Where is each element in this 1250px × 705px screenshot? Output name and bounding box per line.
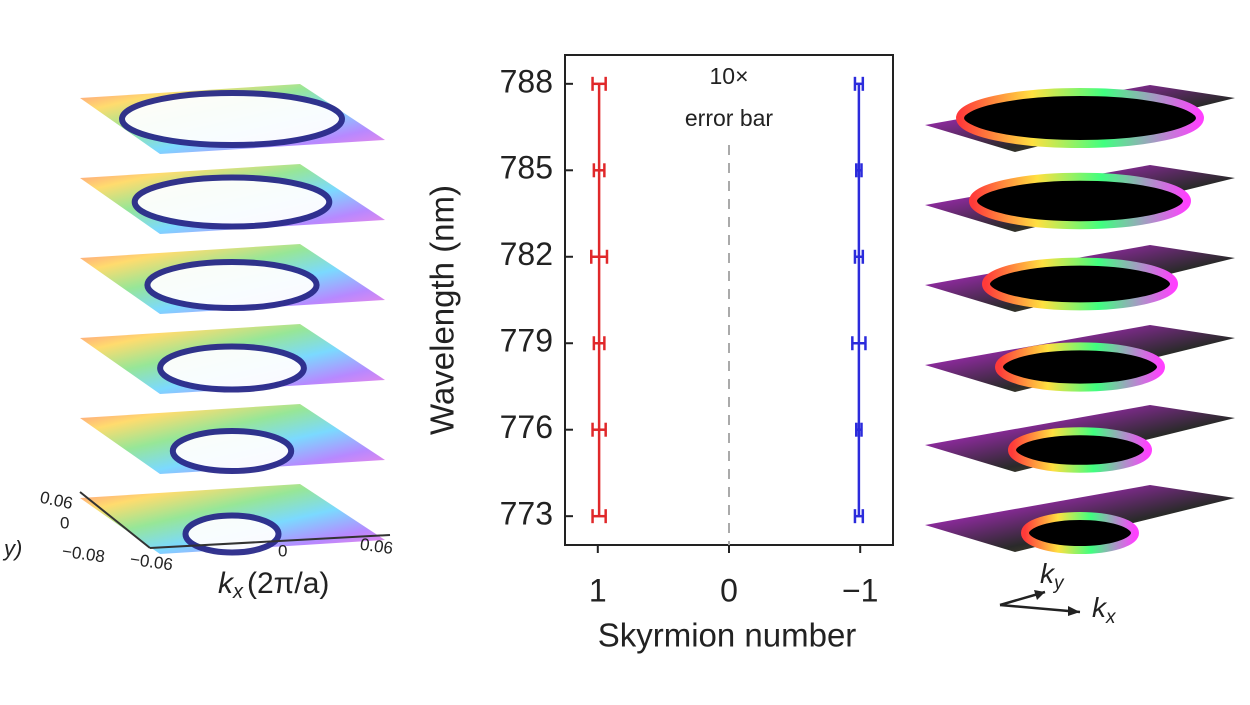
texture-core [182,512,282,556]
x-axis-label: Skyrmion number [598,617,857,654]
ky-sub: y [1052,573,1065,594]
left-texture-stack [80,84,385,556]
texture-core [956,88,1204,148]
right-texture-stack [925,85,1235,554]
error-bar [591,76,607,91]
texture-core [982,257,1178,311]
y-tick-label: 779 [500,323,553,359]
right-axes: ky kx [999,558,1117,628]
y-tick-label: 788 [500,63,553,99]
texture-core [169,428,295,474]
kx-sub: x [1105,607,1117,628]
x-tick-label: −1 [842,572,878,608]
left-axes: 0.06 0 −0.08 y) −0.06 0 0.06 kx (2π/a) [2,488,394,604]
texture-core [1008,427,1152,473]
arrow-head [1034,590,1045,600]
ky-tick: 0 [60,513,69,532]
ky-label-fragment: y) [2,536,22,561]
y-tick-label: 782 [500,236,553,272]
error-bar [592,163,606,178]
kx-sub: x [232,581,244,603]
texture-core [995,342,1165,392]
ky-tick: −0.08 [61,542,106,567]
error-bar [591,422,607,437]
x-tick-label: 0 [720,572,738,608]
texture-core [157,343,307,393]
error-bar [589,249,609,264]
ky-label: ky [1040,558,1065,594]
texture-core [969,172,1191,230]
error-bar [592,336,606,351]
kx-symbol: k [218,567,235,600]
error-bar [853,76,865,91]
kx-label: kx (2π/a) [218,567,329,603]
error-bar [853,249,865,264]
x-tick-label: 1 [589,572,607,608]
ky-tick: 0.06 [38,488,74,513]
kx-tick: 0 [278,541,287,560]
y-tick-label: 773 [500,496,553,532]
y-tick-label: 776 [500,409,553,445]
kx-tick: 0.06 [359,535,394,558]
arrow [999,603,1081,614]
kx-unit: (2π/a) [247,567,329,600]
annotation: error bar [685,105,774,131]
chart: 773 776 779 782 785 788 1 0 −1 Skyrmion number Wav… [424,54,894,654]
texture-core [1021,512,1139,554]
axis-line [149,534,391,549]
arrow-head [1068,606,1080,616]
error-bar [851,336,867,351]
ky-symbol: k [1040,558,1056,589]
error-bar [855,422,863,437]
texture-core [119,90,345,148]
y-tick-label: 785 [500,150,553,186]
y-axis-label: Wavelength (nm) [424,185,461,435]
axis-line [79,491,151,549]
kx-symbol: k [1092,592,1108,623]
error-bar [853,509,865,524]
annotation: 10× [709,63,748,89]
kx-label: kx [1092,592,1117,628]
error-bar [591,509,607,524]
texture-core [144,259,320,311]
texture-core [131,174,333,230]
error-bar [855,163,863,178]
